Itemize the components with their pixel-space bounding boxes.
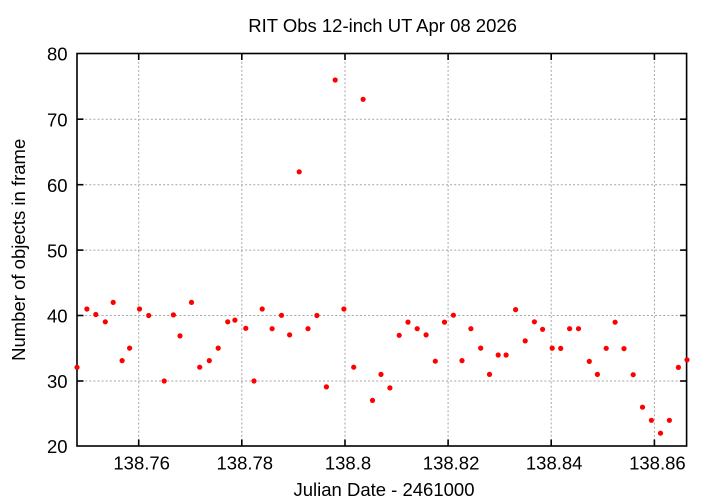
svg-text:50: 50 [47,240,68,261]
svg-text:Julian Date - 2461000: Julian Date - 2461000 [293,479,474,500]
svg-text:40: 40 [47,306,68,327]
svg-text:RIT Obs 12-inch UT Apr 08 2026: RIT Obs 12-inch UT Apr 08 2026 [248,15,517,36]
svg-text:60: 60 [47,175,68,196]
svg-text:30: 30 [47,371,68,392]
svg-text:138.82: 138.82 [423,453,480,474]
svg-text:138.8: 138.8 [325,453,371,474]
svg-text:138.78: 138.78 [217,453,274,474]
svg-text:138.86: 138.86 [629,453,686,474]
svg-text:80: 80 [47,44,68,65]
svg-text:138.76: 138.76 [113,453,170,474]
svg-text:Number of objects in frame: Number of objects in frame [8,139,29,361]
svg-text:70: 70 [47,109,68,130]
svg-text:20: 20 [47,436,68,457]
svg-text:138.84: 138.84 [526,453,583,474]
